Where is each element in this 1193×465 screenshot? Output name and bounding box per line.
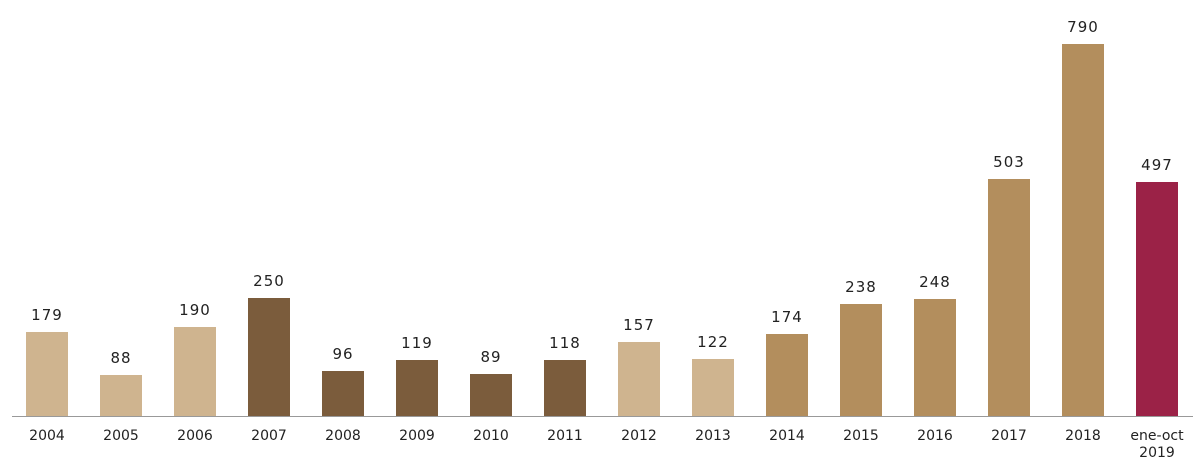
value-label: 179 [31, 305, 63, 324]
x-tick-label: 2007 [251, 428, 287, 444]
value-label: 248 [919, 273, 951, 292]
x-tick-label: 2018 [1065, 428, 1101, 444]
bar [840, 303, 882, 416]
x-tick-label: 2015 [843, 428, 879, 444]
value-label: 250 [253, 272, 285, 291]
value-label: 96 [332, 344, 354, 363]
bar [1136, 181, 1178, 416]
x-tick-label: 2006 [177, 428, 213, 444]
bar [396, 359, 438, 416]
bar [174, 326, 216, 416]
x-tick-label: 2012 [621, 428, 657, 444]
value-label: 190 [179, 300, 211, 319]
value-label: 174 [771, 308, 803, 327]
bar [988, 179, 1030, 416]
x-tick-label: 2013 [695, 428, 731, 444]
x-tick-label: 2010 [473, 428, 509, 444]
value-label: 89 [480, 348, 502, 367]
bar [914, 299, 956, 416]
value-label: 497 [1141, 155, 1173, 174]
value-label: 790 [1067, 18, 1099, 36]
x-tick-label: 2009 [399, 428, 435, 444]
value-label: 122 [697, 332, 729, 351]
x-tick-label: 2005 [103, 428, 139, 444]
value-label: 118 [549, 334, 581, 353]
value-label: 88 [110, 348, 132, 367]
bar [26, 331, 68, 416]
x-tick-label: 2016 [917, 428, 953, 444]
bar [322, 370, 364, 416]
bar [470, 374, 512, 416]
bar [100, 374, 142, 416]
x-tick-label: 2017 [991, 428, 1027, 444]
bar [618, 342, 660, 416]
value-label: 238 [845, 277, 877, 296]
bar [766, 334, 808, 416]
bar [692, 358, 734, 416]
x-tick-label: ene-oct 2019 [1130, 428, 1184, 461]
bar [544, 360, 586, 416]
value-label: 503 [993, 153, 1025, 172]
bar [1062, 44, 1104, 416]
x-tick-label: 2011 [547, 428, 583, 444]
baseline [12, 416, 1193, 417]
value-label: 157 [623, 316, 655, 335]
x-tick-label: 2014 [769, 428, 805, 444]
x-tick-label: 2008 [325, 428, 361, 444]
bar [248, 298, 290, 416]
value-label: 119 [401, 333, 433, 352]
x-tick-label: 2004 [29, 428, 65, 444]
